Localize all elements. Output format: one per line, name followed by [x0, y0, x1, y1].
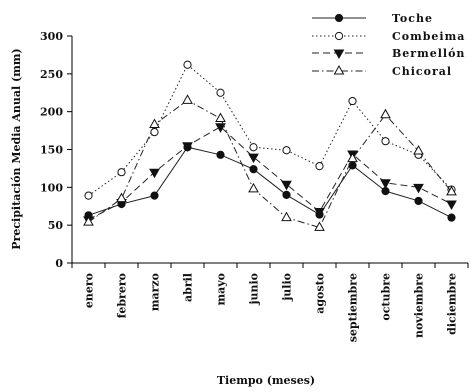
x-tick-label: noviembre — [413, 273, 426, 338]
data-point-combeima — [117, 168, 126, 177]
y-tick-label: 50 — [48, 219, 64, 232]
legend-marker-bermellon — [333, 49, 345, 60]
x-tick-label: julio — [281, 273, 294, 302]
data-point-chicoral — [182, 94, 193, 104]
y-tick-label: 0 — [55, 257, 63, 270]
data-point-chicoral — [215, 112, 226, 122]
data-point-chicoral — [314, 221, 325, 231]
y-tick-label: 250 — [40, 68, 63, 81]
legend-marker-combeima — [334, 31, 344, 41]
data-point-bermellon — [149, 168, 160, 179]
data-point-chicoral — [116, 192, 127, 203]
legend-label-bermellon: Bermellón — [392, 47, 465, 60]
data-point-bermellon — [281, 180, 292, 191]
data-point-toche — [447, 213, 456, 222]
x-tick-label: marzo — [149, 273, 162, 311]
y-tick-label: 200 — [40, 106, 63, 119]
data-point-combeima — [249, 143, 258, 152]
series-line-combeima — [88, 63, 452, 197]
data-point-combeima — [282, 146, 291, 155]
data-point-combeima — [84, 191, 93, 200]
series-layer — [83, 60, 457, 231]
data-point-toche — [150, 191, 159, 200]
data-point-toche — [249, 165, 258, 174]
x-tick-label: abril — [182, 273, 195, 302]
y-tick-label: 150 — [40, 144, 63, 157]
x-tick-label: octubre — [380, 273, 393, 321]
data-point-chicoral — [248, 182, 259, 193]
x-tick-label: mayo — [215, 273, 228, 306]
x-tick-label: junio — [248, 273, 261, 306]
x-tick-label: agosto — [314, 273, 327, 314]
legend-label-toche: Toche — [392, 12, 433, 25]
data-point-bermellon — [215, 123, 226, 133]
series-line-toche — [88, 146, 452, 219]
x-axis-ticks: enero febrero marzo abril mayo junio julio agos… — [71, 263, 469, 342]
data-point-combeima — [183, 60, 192, 69]
series-chicoral — [83, 94, 457, 231]
data-point-toche — [282, 190, 291, 199]
data-point-chicoral — [446, 185, 457, 196]
x-axis-title: Tiempo (meses) — [217, 374, 315, 387]
data-point-bermellon — [446, 200, 457, 210]
data-point-bermellon — [380, 179, 391, 189]
x-tick-label: enero — [83, 273, 96, 308]
legend-marker-chicoral — [333, 64, 345, 75]
data-point-chicoral — [347, 152, 358, 163]
data-point-bermellon — [248, 153, 259, 164]
y-axis-ticks: 0 50 100 150 200 250 300 — [40, 30, 72, 270]
series-line-bermellon — [88, 126, 452, 221]
data-point-chicoral — [380, 108, 391, 119]
data-point-bermellon — [413, 183, 424, 194]
x-tick-label: septiembre — [347, 273, 360, 342]
legend-label-chicoral: Chicoral — [392, 65, 452, 78]
data-point-chicoral — [413, 144, 424, 155]
y-tick-label: 300 — [40, 30, 63, 43]
data-point-combeima — [150, 127, 159, 137]
series-line-chicoral — [88, 99, 452, 229]
data-point-bermellon — [182, 142, 193, 152]
data-point-toche — [348, 161, 357, 170]
legend-marker-toche — [334, 13, 344, 23]
y-tick-label: 100 — [40, 181, 63, 194]
x-tick-label: febrero — [116, 273, 129, 318]
data-point-combeima — [216, 88, 225, 97]
data-point-toche — [414, 196, 423, 206]
x-tick-label: diciembre — [446, 273, 459, 335]
data-point-combeima — [348, 96, 357, 106]
data-point-combeima — [381, 137, 390, 146]
data-point-combeima — [315, 162, 324, 171]
legend: Toche Combeima Bermellón Chicoral — [312, 12, 465, 78]
data-point-chicoral — [281, 211, 292, 222]
series-bermellon — [83, 123, 457, 226]
y-axis-title: Precipitación Media Anual (mm) — [10, 48, 23, 249]
data-point-toche — [216, 150, 225, 159]
data-point-chicoral — [83, 216, 94, 226]
data-point-bermellon — [314, 208, 325, 218]
legend-label-combeima: Combeima — [392, 30, 465, 43]
data-point-chicoral — [149, 118, 160, 129]
